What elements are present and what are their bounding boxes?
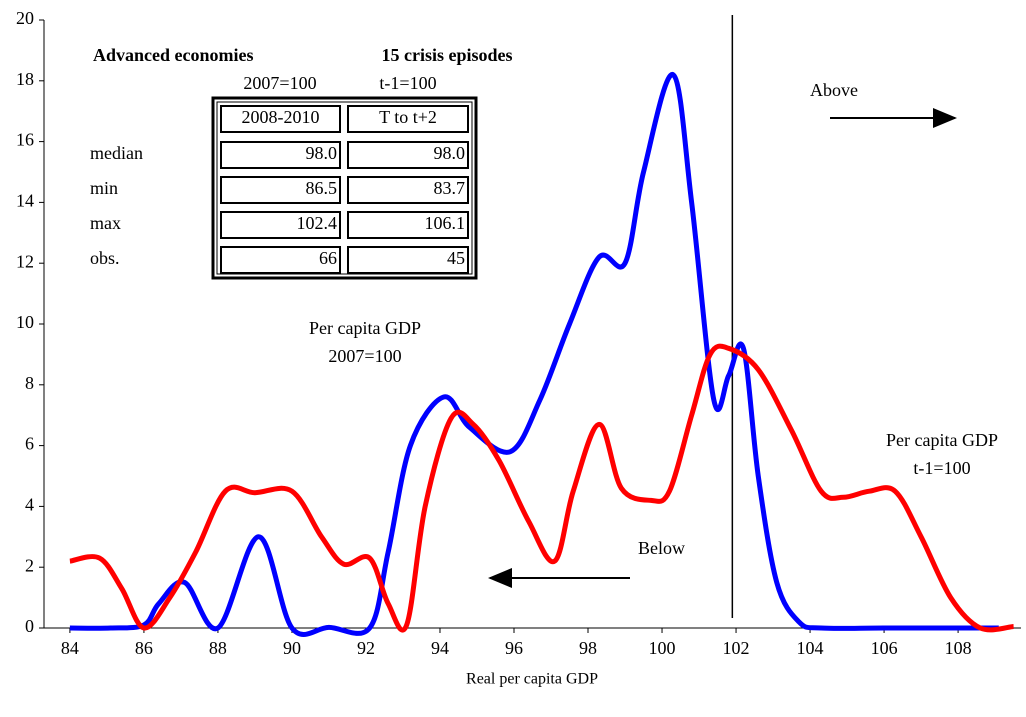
column-header: 2008-2010	[242, 107, 320, 127]
row-label: median	[90, 143, 143, 163]
inset-title: Advanced economies	[93, 45, 254, 65]
y-tick-label: 0	[25, 616, 34, 636]
annotation: Below	[638, 538, 685, 558]
x-tick-label: 108	[945, 638, 972, 658]
x-tick-label: 88	[209, 638, 227, 658]
row-label: obs.	[90, 248, 120, 268]
y-tick-label: 10	[16, 312, 34, 332]
inset-subtitle: 2007=100	[243, 73, 316, 93]
row-label: max	[90, 213, 121, 233]
table-cell	[347, 211, 469, 239]
table-value: 98.0	[434, 143, 466, 163]
x-tick-label: 102	[723, 638, 750, 658]
table-cell	[220, 211, 341, 239]
inset-subtitle: t-1=100	[379, 73, 436, 93]
x-tick-label: 104	[797, 638, 824, 658]
x-tick-label: 96	[505, 638, 523, 658]
x-tick-label: 84	[61, 638, 79, 658]
table-value: 98.0	[306, 143, 338, 163]
y-tick-label: 4	[25, 495, 34, 515]
row-label: min	[90, 178, 118, 198]
line-series	[69, 72, 999, 637]
y-tick-label: 18	[16, 69, 34, 89]
table-value: 66	[319, 248, 337, 268]
annotation: Per capita GDP	[886, 430, 998, 450]
y-tick-label: 20	[16, 8, 34, 28]
y-tick-label: 8	[25, 373, 34, 393]
table-border	[211, 96, 478, 280]
y-tick-label: 2	[25, 555, 34, 575]
table-value: 86.5	[306, 178, 338, 198]
x-tick-label: 92	[357, 638, 375, 658]
y-tick-label: 12	[16, 251, 34, 271]
annotation: Per capita GDP	[309, 318, 421, 338]
table-value: 45	[447, 248, 465, 268]
x-tick-label: 98	[579, 638, 597, 658]
line-series	[69, 343, 1014, 633]
table-border	[216, 101, 473, 275]
column-header: T to t+2	[379, 107, 437, 127]
x-tick-label: 86	[135, 638, 153, 658]
inset-title: 15 crisis episodes	[381, 45, 512, 65]
y-tick-label: 16	[16, 130, 34, 150]
x-tick-label: 90	[283, 638, 301, 658]
table-value: 106.1	[425, 213, 466, 233]
y-tick-label: 14	[16, 191, 34, 211]
x-tick-label: 100	[649, 638, 676, 658]
table-cell	[220, 176, 341, 204]
table-cell	[347, 141, 469, 169]
table-value: 83.7	[434, 178, 466, 198]
annotation: 2007=100	[328, 346, 401, 366]
x-tick-label: 94	[431, 638, 449, 658]
annotation: Above	[810, 80, 858, 100]
x-tick-label: 106	[871, 638, 898, 658]
annotation: t-1=100	[913, 458, 970, 478]
table-cell	[347, 105, 469, 133]
inset-table: Advanced economies 15 crisis episodes 20…	[90, 45, 513, 280]
table-cell	[220, 246, 341, 274]
table-value: 102.4	[297, 213, 338, 233]
table-cell	[347, 246, 469, 274]
y-tick-label: 6	[25, 434, 34, 454]
table-cell	[220, 105, 341, 133]
table-cell	[347, 176, 469, 204]
table-cell	[220, 141, 341, 169]
x-axis-label: Real per capita GDP	[466, 671, 598, 688]
